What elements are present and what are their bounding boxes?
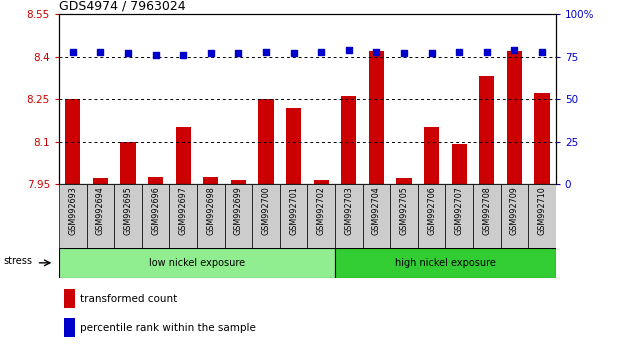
Bar: [225, 184, 252, 248]
Bar: [148, 177, 163, 184]
Point: [482, 49, 492, 55]
Point: [399, 50, 409, 56]
Bar: [424, 127, 439, 184]
Text: high nickel exposure: high nickel exposure: [395, 258, 496, 268]
Bar: [120, 142, 135, 184]
Text: GSM992710: GSM992710: [538, 186, 546, 235]
Text: GSM992703: GSM992703: [344, 186, 353, 235]
Text: stress: stress: [3, 256, 32, 266]
Text: GSM992699: GSM992699: [234, 186, 243, 235]
Bar: [286, 108, 301, 184]
Bar: [528, 184, 556, 248]
Bar: [258, 99, 274, 184]
Text: percentile rank within the sample: percentile rank within the sample: [80, 323, 256, 333]
Point: [454, 49, 464, 55]
Text: low nickel exposure: low nickel exposure: [149, 258, 245, 268]
Text: GSM992705: GSM992705: [399, 186, 409, 235]
Bar: [418, 184, 445, 248]
Bar: [142, 184, 170, 248]
Text: GSM992697: GSM992697: [179, 186, 188, 235]
Bar: [114, 184, 142, 248]
Bar: [445, 184, 473, 248]
Bar: [507, 51, 522, 184]
Point: [123, 50, 133, 56]
Text: GSM992709: GSM992709: [510, 186, 519, 235]
Point: [344, 47, 354, 53]
Text: GSM992704: GSM992704: [372, 186, 381, 235]
Bar: [396, 178, 412, 184]
Point: [206, 50, 215, 56]
Text: GSM992701: GSM992701: [289, 186, 298, 235]
Point: [233, 50, 243, 56]
Text: GSM992702: GSM992702: [317, 186, 325, 235]
Bar: [59, 184, 86, 248]
Bar: [314, 180, 329, 184]
Point: [371, 49, 381, 55]
Point: [509, 47, 519, 53]
Bar: [176, 127, 191, 184]
Text: GSM992708: GSM992708: [483, 186, 491, 235]
Bar: [280, 184, 307, 248]
Bar: [252, 184, 280, 248]
Text: GSM992706: GSM992706: [427, 186, 436, 235]
Point: [427, 50, 437, 56]
Point: [178, 52, 188, 58]
Text: GSM992693: GSM992693: [68, 186, 77, 235]
Bar: [197, 184, 225, 248]
Text: GSM992696: GSM992696: [151, 186, 160, 235]
Bar: [64, 289, 75, 308]
Text: GSM992695: GSM992695: [124, 186, 132, 235]
Point: [316, 49, 326, 55]
Text: GSM992700: GSM992700: [261, 186, 271, 235]
Text: GSM992694: GSM992694: [96, 186, 105, 235]
Bar: [390, 184, 418, 248]
Bar: [307, 184, 335, 248]
Bar: [59, 248, 335, 278]
Point: [151, 52, 161, 58]
Bar: [341, 96, 356, 184]
Text: transformed count: transformed count: [80, 294, 178, 304]
Point: [96, 49, 106, 55]
Bar: [535, 93, 550, 184]
Bar: [335, 248, 556, 278]
Bar: [231, 180, 246, 184]
Bar: [203, 177, 219, 184]
Text: GSM992707: GSM992707: [455, 186, 464, 235]
Point: [261, 49, 271, 55]
Bar: [451, 144, 467, 184]
Bar: [64, 318, 75, 337]
Bar: [86, 184, 114, 248]
Bar: [65, 99, 80, 184]
Bar: [170, 184, 197, 248]
Bar: [473, 184, 501, 248]
Bar: [335, 184, 363, 248]
Point: [537, 49, 547, 55]
Bar: [479, 76, 494, 184]
Point: [68, 49, 78, 55]
Bar: [93, 178, 108, 184]
Bar: [369, 51, 384, 184]
Bar: [363, 184, 390, 248]
Bar: [501, 184, 528, 248]
Text: GDS4974 / 7963024: GDS4974 / 7963024: [59, 0, 186, 13]
Text: GSM992698: GSM992698: [206, 186, 215, 235]
Point: [289, 50, 299, 56]
